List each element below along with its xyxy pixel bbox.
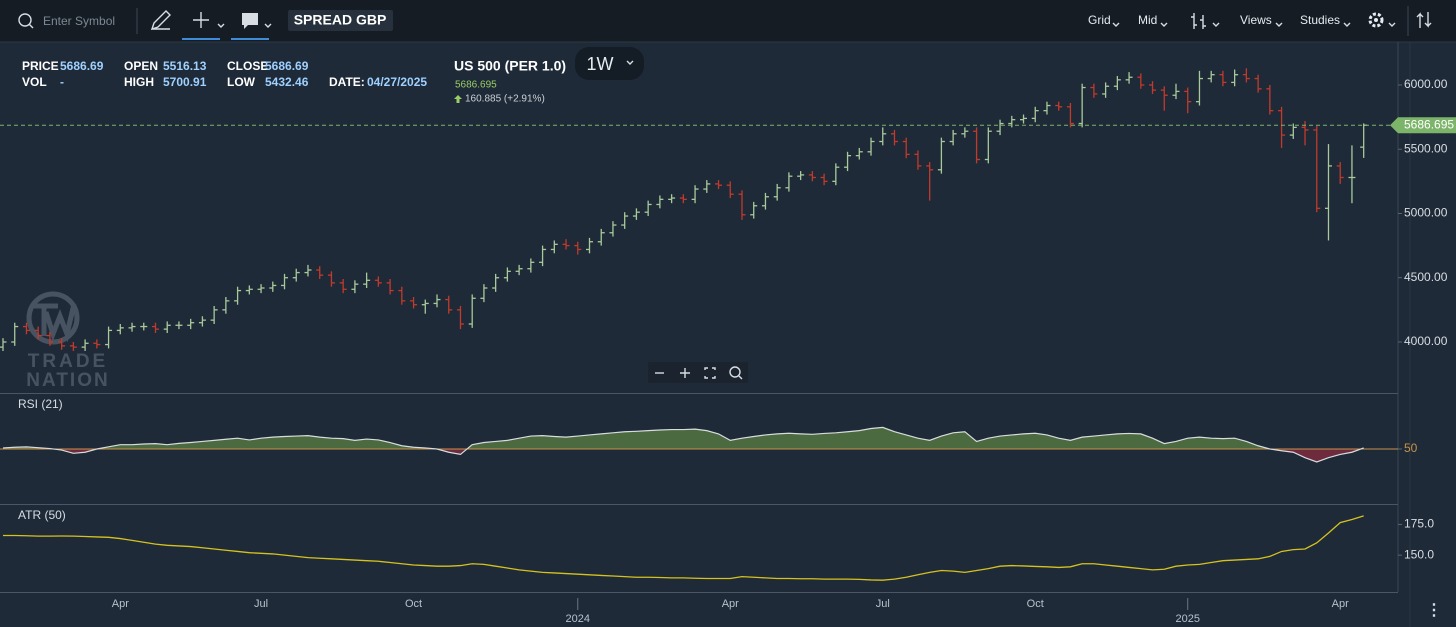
field-label: CLOSE bbox=[227, 59, 268, 73]
atr-line bbox=[3, 515, 1364, 581]
field-label: HIGH bbox=[124, 75, 154, 89]
zoom-reset[interactable] bbox=[729, 366, 741, 378]
y-tick-label: 150.0 bbox=[1404, 547, 1434, 561]
watermark-text: NATION bbox=[26, 370, 109, 391]
interval-label: 1W bbox=[587, 54, 614, 74]
zoom-reset bbox=[738, 375, 743, 380]
up-arrow bbox=[454, 95, 462, 103]
x-tick-label: Oct bbox=[405, 598, 422, 610]
field-value: 5700.91 bbox=[163, 75, 207, 89]
field-value: - bbox=[60, 75, 64, 89]
current-price-label: 5686.695 bbox=[1404, 117, 1454, 131]
x-tick-label: Apr bbox=[1332, 598, 1349, 610]
x-year-label: 2024 bbox=[566, 613, 590, 625]
y-tick-label: 6000.00 bbox=[1404, 77, 1448, 91]
field-value: 5686.69 bbox=[265, 59, 309, 73]
instrument-name: US 500 (PER 1.0) bbox=[454, 58, 566, 74]
search-placeholder: Enter Symbol bbox=[43, 14, 115, 28]
search-icon bbox=[18, 13, 32, 27]
panel-title: RSI (21) bbox=[18, 397, 63, 411]
instrument-change: 160.885 (+2.91%) bbox=[465, 94, 545, 105]
account-badge[interactable]: SPREAD GBP bbox=[288, 10, 393, 31]
zoom-controls bbox=[648, 362, 748, 383]
current-price-tag bbox=[1390, 117, 1456, 134]
chevron bbox=[1212, 22, 1220, 27]
account-box bbox=[288, 10, 393, 31]
y-tick-label: 175.0 bbox=[1404, 517, 1434, 531]
field-value: 5686.69 bbox=[60, 59, 104, 73]
zoom-in[interactable] bbox=[680, 368, 690, 378]
toolbar bbox=[0, 0, 1456, 42]
menu-mid[interactable]: Mid bbox=[1138, 13, 1168, 27]
menu-label: Mid bbox=[1138, 13, 1157, 27]
x-tick-label: Jul bbox=[876, 598, 890, 610]
y-tick-label: 4000.00 bbox=[1404, 334, 1448, 348]
chevron bbox=[1388, 22, 1396, 27]
menu-studies[interactable]: Studies bbox=[1300, 13, 1351, 27]
field-label: DATE: bbox=[329, 75, 365, 89]
x-tick-label: Apr bbox=[722, 598, 739, 610]
field-value: 04/27/2025 bbox=[367, 75, 427, 89]
field-label: PRICE bbox=[22, 59, 59, 73]
zoom-bar bbox=[648, 362, 748, 383]
draw-icon[interactable] bbox=[150, 10, 171, 31]
field-value: 5516.13 bbox=[163, 59, 207, 73]
x-tick-label: Jul bbox=[254, 598, 268, 610]
active-underline bbox=[231, 38, 269, 40]
x-year-label: 2025 bbox=[1175, 613, 1199, 625]
fit-screen[interactable] bbox=[704, 367, 716, 379]
swap-icon[interactable] bbox=[1416, 12, 1432, 28]
y-tick-label: 5000.00 bbox=[1404, 206, 1448, 220]
more-icon[interactable]: ⋮ bbox=[1426, 602, 1442, 619]
chevron bbox=[264, 23, 272, 28]
chevron bbox=[626, 60, 634, 65]
search[interactable]: Enter Symbol bbox=[18, 13, 115, 29]
chevron bbox=[1112, 22, 1120, 27]
comment-tool[interactable] bbox=[231, 13, 272, 40]
menu-views[interactable]: Views bbox=[1240, 13, 1283, 27]
instrument-header: US 500 (PER 1.0) 5686.695 160.885 (+2.91… bbox=[454, 58, 566, 105]
field-label: LOW bbox=[227, 75, 256, 89]
area-above bbox=[3, 427, 1364, 449]
menu-label: Studies bbox=[1300, 13, 1340, 27]
bars-icon bbox=[1191, 13, 1206, 29]
watermark: TRADE NATION bbox=[26, 291, 109, 391]
plot-area: 4000.00 4500.00 5000.00 5500.00 6000.00 5686.… bbox=[0, 68, 1456, 625]
gear-icon bbox=[1368, 12, 1384, 28]
active-underline bbox=[182, 38, 220, 40]
logo-mark bbox=[34, 303, 77, 343]
chevron bbox=[1275, 22, 1283, 27]
bar-type[interactable] bbox=[1191, 13, 1220, 29]
settings[interactable] bbox=[1368, 12, 1396, 28]
x-tick-label: Oct bbox=[1027, 598, 1044, 610]
interval-selector[interactable]: 1W bbox=[575, 47, 644, 80]
search-icon bbox=[29, 24, 34, 29]
field-label: OPEN bbox=[124, 59, 158, 73]
y-tick-label: 50 bbox=[1404, 441, 1418, 455]
rsi-line bbox=[2, 426, 1364, 463]
y-tick-label: 5500.00 bbox=[1404, 141, 1448, 155]
field-value: 5432.46 bbox=[265, 75, 309, 89]
account-name: SPREAD GBP bbox=[294, 12, 387, 28]
comment-icon bbox=[242, 13, 258, 29]
y-tick-label: 4500.00 bbox=[1404, 270, 1448, 284]
field-label: VOL bbox=[22, 75, 47, 89]
interval-box bbox=[575, 47, 644, 80]
instrument-price: 5686.695 bbox=[455, 80, 497, 91]
chevron bbox=[1343, 22, 1351, 27]
chevron bbox=[1160, 22, 1168, 27]
menu-label: Views bbox=[1240, 13, 1272, 27]
menu-grid[interactable]: Grid bbox=[1088, 13, 1120, 27]
info-panel: PRICE 5686.69 VOL - OPEN 5516.13 HIGH 57… bbox=[22, 59, 427, 89]
crosshair-tool[interactable] bbox=[182, 12, 225, 40]
watermark-text: TRADE bbox=[28, 351, 108, 372]
x-tick-label: Apr bbox=[112, 598, 129, 610]
menu-label: Grid bbox=[1088, 13, 1111, 27]
chevron bbox=[217, 23, 225, 28]
gear-icon bbox=[1374, 18, 1378, 22]
crosshair-icon bbox=[193, 12, 209, 28]
panel-title: ATR (50) bbox=[18, 508, 66, 522]
